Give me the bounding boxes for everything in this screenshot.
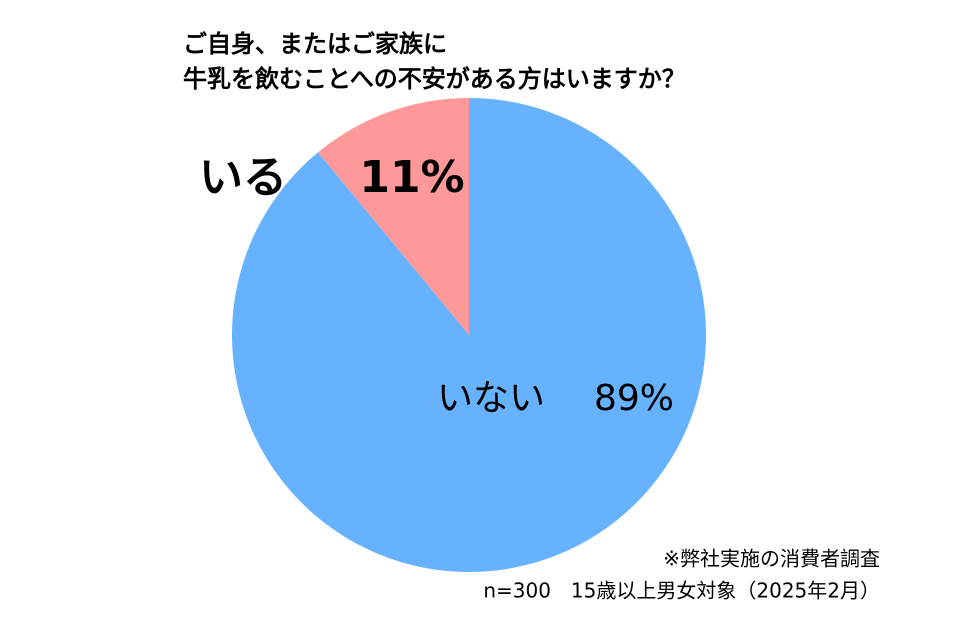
note: ※弊社実施の消費者調査 bbox=[663, 547, 880, 571]
slice-label: いる bbox=[199, 152, 287, 203]
pie-slice bbox=[232, 98, 707, 572]
value-label: 89% bbox=[594, 378, 674, 419]
chart-title: ご自身、またはご家族に bbox=[183, 30, 447, 58]
note: n=300 15歳以上男女対象（2025年2月） bbox=[483, 579, 880, 603]
pie-slice bbox=[317, 98, 469, 335]
value-label: 11% bbox=[359, 152, 464, 203]
chart-title: 牛乳を飲むことへの不安がある方はいますか？ bbox=[183, 65, 686, 93]
slice-label: いない bbox=[437, 378, 545, 419]
